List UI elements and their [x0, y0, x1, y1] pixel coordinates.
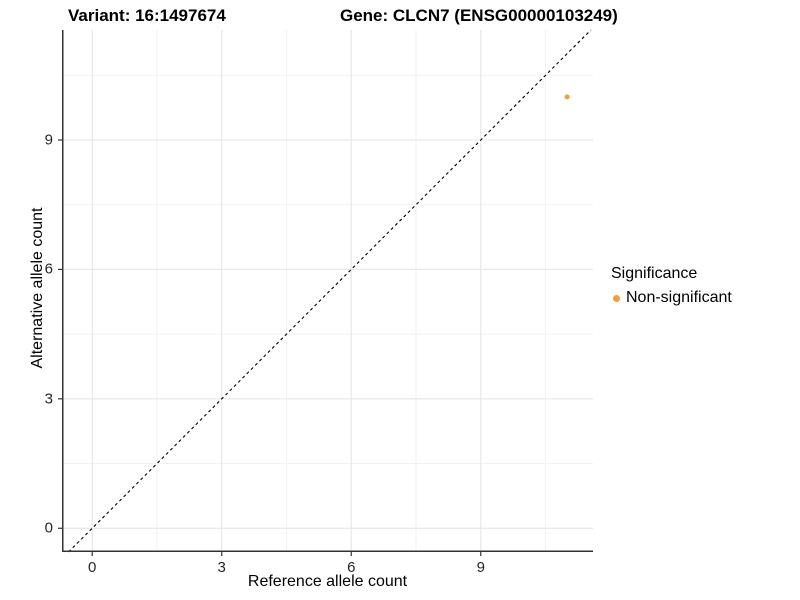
data-point [564, 94, 570, 100]
legend-title: Significance [611, 265, 698, 282]
y-axis-title: Alternative allele count [29, 207, 46, 369]
legend-point-icon [613, 294, 620, 302]
x-tick-label: 6 [347, 559, 356, 576]
identity-line [68, 29, 592, 553]
x-tick-label: 0 [88, 559, 97, 576]
y-tick-label: 9 [44, 131, 53, 149]
legend: Significance Non-significant [611, 265, 732, 307]
y-tick-label: 6 [44, 260, 53, 278]
x-tick-label: 3 [217, 559, 226, 576]
legend-item-label: Non-significant [626, 289, 732, 306]
y-tick-label: 3 [44, 390, 53, 408]
plot-area [58, 29, 593, 556]
y-tick-label: 0 [44, 519, 53, 537]
legend-item-non-significant: Non-significant [611, 289, 732, 307]
x-axis-title: Reference allele count [247, 573, 408, 590]
plot-title-gene: Gene: CLCN7 (ENSG00000103249) [340, 6, 618, 25]
x-tick-label: 9 [476, 559, 485, 576]
plot-title-variant: Variant: 16:1497674 [68, 6, 226, 25]
